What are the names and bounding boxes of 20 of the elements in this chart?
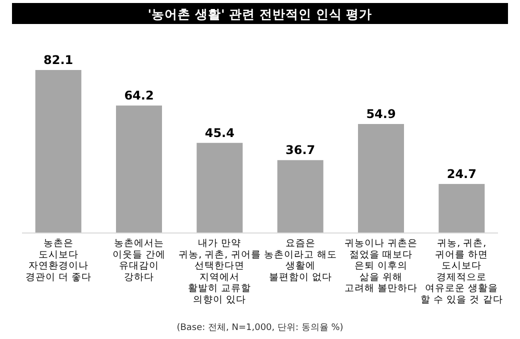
- bar: [116, 106, 162, 233]
- data-label: 82.1: [44, 53, 74, 67]
- x-tick-label: 농촌은 도시보다 자연환경이나 경관이 더 좋다: [25, 238, 92, 283]
- bar: [277, 160, 324, 233]
- bar: [358, 124, 404, 233]
- text: (Base: 전체, N=1,000, 단위: 동의율 %): [176, 323, 344, 333]
- data-label: 24.7: [446, 166, 476, 181]
- bar: [438, 184, 485, 233]
- data-label: 45.4: [204, 126, 234, 140]
- x-tick-label: 귀농, 귀촌, 귀어를 하면 도시보다 경제적으로 여유로운 생활을 할 수 있을 것 같다: [420, 238, 503, 306]
- data-label: 54.9: [366, 107, 396, 121]
- x-tick-label: 농촌에서는 이웃들 간에 유대감이 강하다: [112, 238, 166, 283]
- x-tick-label: 귀농이나 귀촌은 젊었을 때보다 은퇴 이후의 삶을 위해 고려해 볼만하다: [344, 238, 418, 294]
- x-tick-label: 요즘은 농촌이라고 해도 생활에 불편함이 없다: [264, 238, 337, 283]
- x-tick-label: 내가 만약 귀농, 귀촌, 귀어를 선택한다면 지역에서 활발히 교류할 의향이 있다: [178, 238, 261, 306]
- bar: [196, 142, 243, 233]
- data-label: 36.7: [286, 143, 316, 158]
- chart-title: '농어촌 생활' 관련 전반적인 인식 평가: [148, 6, 372, 22]
- bar: [35, 70, 82, 233]
- data-label: 64.2: [124, 88, 154, 103]
